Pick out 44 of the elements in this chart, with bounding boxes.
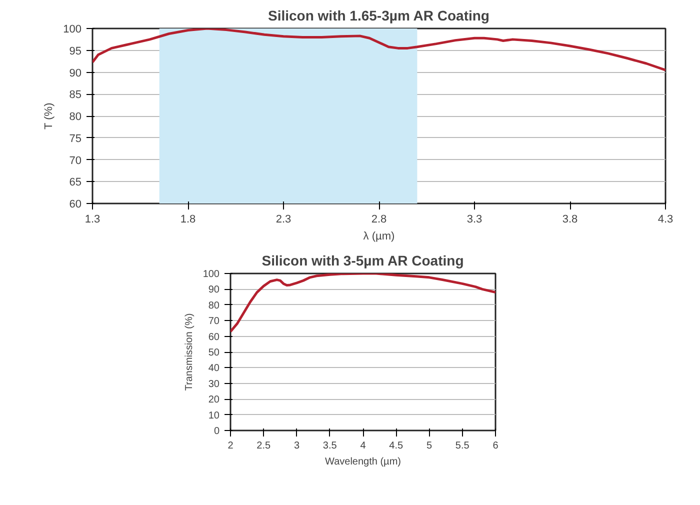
- chart-title: Silicon with 1.65-3µm AR Coating: [268, 8, 490, 24]
- y-tick-label: 60: [208, 332, 220, 343]
- x-tick-label: 3.5: [322, 440, 338, 452]
- x-tick-label: 2.3: [276, 214, 292, 226]
- y-tick-label: 65: [69, 176, 82, 189]
- y-tick-label: 90: [69, 67, 82, 80]
- line-series: [92, 28, 666, 72]
- y-tick-label: 40: [208, 363, 220, 374]
- x-tick-label: 3: [294, 440, 300, 452]
- y-tick-label: 60: [69, 198, 82, 210]
- x-tick-label: 2: [228, 440, 234, 452]
- y-tick-label: 70: [69, 154, 82, 167]
- y-axis-title: Transmission (%): [184, 313, 195, 391]
- x-tick-label: 4.5: [389, 440, 404, 452]
- x-tick-label: 1.3: [84, 214, 100, 226]
- y-tick-label: 20: [208, 394, 220, 406]
- x-axis-title: λ (µm): [363, 230, 395, 242]
- y-tick-label: 90: [208, 284, 220, 296]
- y-tick-label: 75: [69, 132, 82, 145]
- y-tick-label: 85: [69, 89, 82, 102]
- x-tick-label: 2.8: [371, 214, 387, 226]
- y-tick-label: 70: [208, 316, 220, 328]
- x-tick-label: 3.3: [466, 214, 482, 226]
- y-tick-label: 80: [69, 111, 82, 123]
- y-axis-title: T (%): [43, 102, 56, 130]
- x-tick-label: 2.5: [256, 440, 272, 452]
- x-tick-label: 4: [360, 440, 366, 452]
- x-tick-label: 5.5: [455, 440, 470, 452]
- x-tick-label: 4.3: [658, 214, 674, 226]
- x-tick-label: 1.8: [180, 214, 196, 226]
- y-tick-label: 100: [63, 24, 82, 36]
- x-axis-title: Wavelength (µm): [325, 456, 401, 468]
- y-tick-label: 10: [208, 410, 220, 422]
- chart-title: Silicon with 3-5µm AR Coating: [262, 252, 464, 268]
- y-tick-label: 95: [69, 45, 82, 58]
- y-tick-label: 30: [208, 378, 220, 390]
- line-series: [230, 274, 496, 333]
- y-tick-label: 50: [208, 348, 220, 358]
- y-tick-label: 0: [214, 426, 220, 437]
- x-tick-label: 3.8: [562, 214, 578, 226]
- y-tick-label: 80: [208, 300, 220, 312]
- x-tick-label: 5: [426, 440, 432, 452]
- y-tick-label: 100: [202, 269, 220, 280]
- x-tick-label: 6: [492, 440, 499, 452]
